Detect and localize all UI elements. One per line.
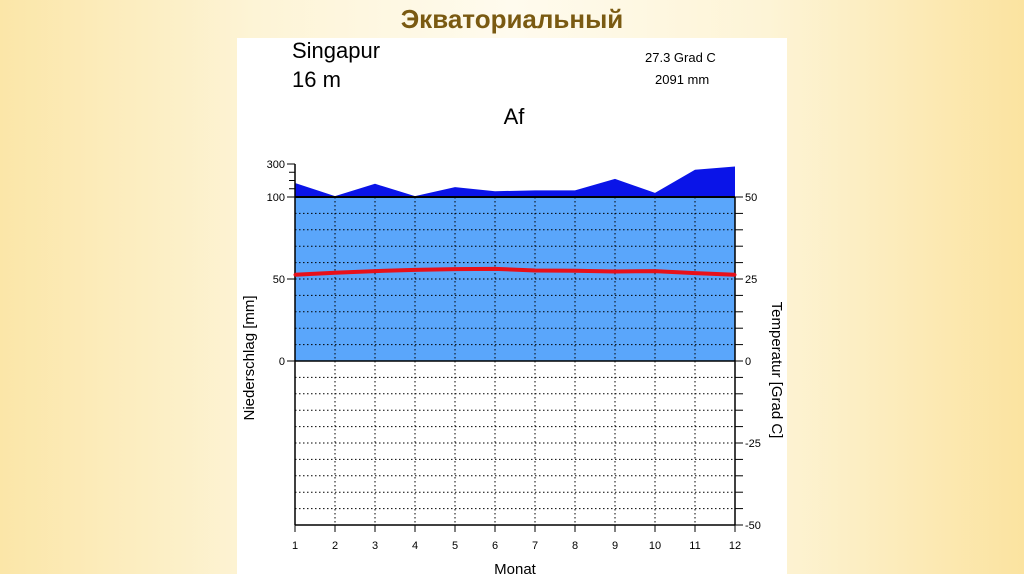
x-axis-label: Monat — [494, 561, 537, 574]
station-elevation: 16 m — [292, 67, 341, 92]
temperature-point-6 — [493, 267, 497, 271]
right-tick-label: 25 — [745, 274, 757, 286]
climate-class: Af — [504, 104, 526, 129]
temperature-point-4 — [413, 268, 417, 272]
x-tick-label: 6 — [492, 540, 498, 552]
right-tick-label: -25 — [745, 438, 761, 450]
temperature-point-11 — [693, 271, 697, 275]
temperature-point-5 — [453, 267, 457, 271]
x-tick-label: 9 — [612, 540, 618, 552]
right-tick-label: 0 — [745, 356, 751, 368]
x-tick-label: 5 — [452, 540, 458, 552]
temperature-point-2 — [333, 271, 337, 275]
temperature-point-7 — [533, 268, 537, 272]
x-tick-label: 12 — [729, 540, 741, 552]
x-tick-label: 7 — [532, 540, 538, 552]
temperature-point-12 — [733, 273, 737, 277]
x-tick-label: 2 — [332, 540, 338, 552]
right-tick-label: 50 — [745, 192, 757, 204]
temperature-point-10 — [653, 269, 657, 273]
perhumid-area — [295, 166, 735, 197]
left-tick-label: 0 — [279, 356, 285, 368]
temperature-point-3 — [373, 269, 377, 273]
temperature-line — [294, 266, 736, 277]
right-axis-label: Temperatur [Grad C] — [768, 302, 785, 439]
x-tick-label: 4 — [412, 540, 418, 552]
left-tick-label: 50 — [273, 274, 285, 286]
annual-precipitation: 2091 mm — [655, 72, 709, 87]
left-tick-label: 300 — [267, 159, 285, 171]
slide-title: Экваториальный — [400, 4, 624, 34]
x-tick-label: 10 — [649, 540, 661, 552]
mean-temperature: 27.3 Grad C — [645, 50, 716, 65]
temperature-point-1 — [293, 273, 297, 277]
x-tick-label: 11 — [689, 540, 700, 552]
x-tick-label: 3 — [372, 540, 378, 552]
right-tick-label: -50 — [745, 520, 761, 532]
left-tick-label: 100 — [267, 192, 285, 204]
left-axis-label: Niederschlag [mm] — [241, 295, 258, 420]
temperature-point-9 — [613, 269, 617, 273]
station-name: Singapur — [292, 38, 380, 63]
x-tick-label: 1 — [292, 540, 298, 552]
x-tick-label: 8 — [572, 540, 578, 552]
temperature-point-8 — [573, 269, 577, 273]
